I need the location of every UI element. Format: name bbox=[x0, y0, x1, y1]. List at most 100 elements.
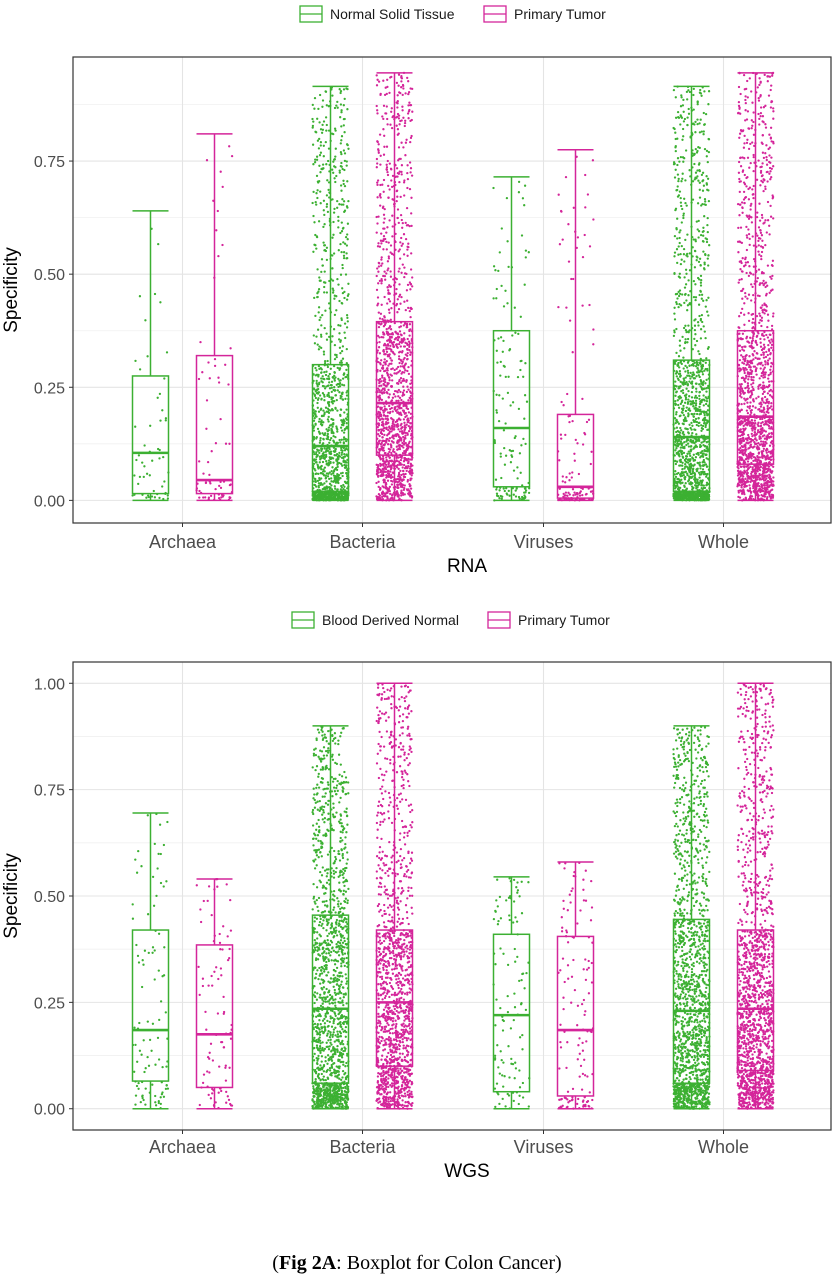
data-point bbox=[323, 359, 327, 363]
data-point bbox=[576, 442, 579, 445]
data-point bbox=[335, 476, 338, 479]
data-point bbox=[695, 407, 698, 410]
data-point bbox=[514, 495, 518, 498]
figure-canvas: Normal Solid Tissue Primary Tumor0.000.25… bbox=[1, 5, 832, 1182]
data-point bbox=[517, 180, 521, 184]
data-point bbox=[682, 98, 685, 102]
data-point bbox=[581, 304, 584, 307]
data-point bbox=[572, 206, 575, 209]
data-point bbox=[326, 486, 329, 489]
data-point bbox=[400, 362, 404, 365]
data-point bbox=[400, 413, 403, 417]
data-point bbox=[339, 142, 342, 145]
data-point bbox=[205, 159, 209, 162]
data-point bbox=[340, 152, 343, 156]
data-point bbox=[339, 408, 342, 411]
data-point bbox=[406, 299, 409, 302]
data-point bbox=[408, 281, 412, 284]
data-point bbox=[497, 337, 500, 340]
data-point bbox=[324, 140, 327, 144]
data-point bbox=[377, 265, 381, 268]
data-point bbox=[375, 473, 379, 476]
data-point bbox=[158, 392, 162, 396]
data-point bbox=[158, 457, 161, 460]
data-point bbox=[385, 408, 388, 411]
data-point bbox=[376, 162, 379, 165]
data-point bbox=[681, 461, 684, 464]
data-point bbox=[346, 320, 349, 323]
data-point bbox=[327, 426, 331, 429]
data-point bbox=[345, 298, 349, 301]
data-point bbox=[679, 349, 682, 352]
data-point bbox=[378, 317, 382, 320]
data-point bbox=[679, 123, 682, 126]
data-point bbox=[385, 474, 388, 477]
data-point bbox=[345, 394, 349, 397]
data-point bbox=[495, 409, 498, 412]
data-point bbox=[326, 449, 330, 453]
data-point bbox=[383, 478, 386, 482]
data-point bbox=[394, 292, 398, 295]
data-point bbox=[394, 336, 398, 340]
data-point bbox=[389, 443, 392, 446]
data-point bbox=[701, 381, 705, 385]
data-point bbox=[409, 167, 413, 170]
data-point bbox=[341, 167, 344, 171]
data-point bbox=[341, 471, 344, 475]
data-point bbox=[406, 351, 409, 355]
data-point bbox=[380, 282, 383, 285]
data-point bbox=[401, 263, 404, 266]
data-point bbox=[383, 274, 387, 278]
data-point bbox=[320, 477, 323, 480]
data-point bbox=[216, 209, 219, 213]
data-point bbox=[698, 461, 701, 464]
data-point bbox=[683, 467, 686, 470]
data-point bbox=[704, 305, 707, 308]
data-point bbox=[390, 168, 393, 171]
data-point bbox=[401, 391, 405, 394]
data-point bbox=[386, 443, 390, 446]
data-point bbox=[396, 171, 400, 175]
data-point bbox=[378, 352, 382, 355]
data-point bbox=[707, 103, 710, 106]
data-point bbox=[672, 493, 676, 497]
data-point bbox=[342, 88, 346, 91]
data-point bbox=[409, 382, 412, 385]
data-point bbox=[338, 299, 341, 303]
data-point bbox=[338, 438, 341, 442]
data-point bbox=[399, 333, 402, 336]
data-point bbox=[695, 420, 699, 424]
data-point bbox=[318, 455, 321, 458]
data-point bbox=[672, 163, 676, 166]
data-point bbox=[317, 147, 321, 150]
data-point bbox=[407, 306, 410, 310]
data-point bbox=[403, 124, 406, 128]
data-point bbox=[327, 302, 331, 305]
data-point bbox=[345, 326, 349, 329]
data-point bbox=[325, 291, 329, 294]
data-point bbox=[387, 241, 390, 244]
data-point bbox=[138, 295, 142, 298]
data-point bbox=[678, 386, 681, 390]
data-point bbox=[706, 409, 710, 412]
data-point bbox=[385, 332, 389, 335]
data-point bbox=[314, 390, 317, 393]
data-point bbox=[399, 325, 403, 328]
data-point bbox=[390, 307, 393, 310]
data-point bbox=[497, 419, 501, 423]
data-point bbox=[402, 253, 406, 256]
data-point bbox=[316, 180, 320, 183]
data-point bbox=[402, 379, 406, 382]
data-point bbox=[516, 466, 519, 469]
data-point bbox=[395, 399, 398, 403]
data-point bbox=[319, 151, 323, 154]
data-point bbox=[138, 475, 142, 479]
data-point bbox=[331, 267, 334, 270]
data-point bbox=[384, 460, 387, 464]
data-point bbox=[389, 427, 393, 430]
data-point bbox=[390, 185, 394, 189]
data-point bbox=[311, 103, 314, 107]
data-point bbox=[333, 106, 337, 110]
data-point bbox=[379, 312, 383, 315]
data-point bbox=[682, 160, 685, 163]
